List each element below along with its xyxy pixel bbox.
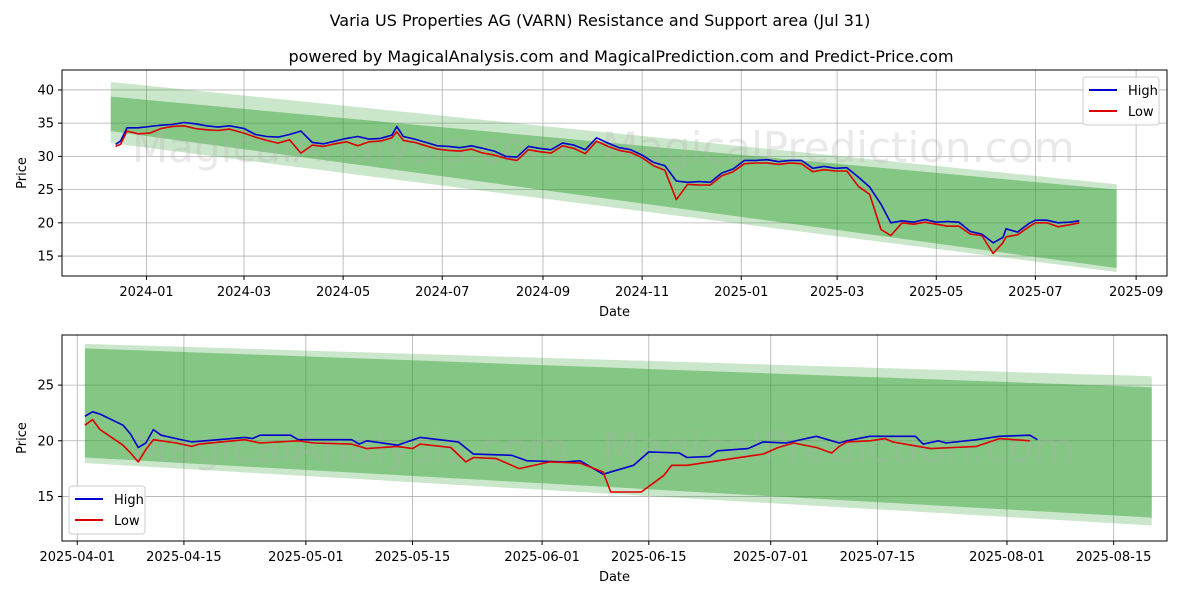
x-axis-label: Date — [599, 570, 630, 585]
x-tick-label: 2025-07-15 — [840, 550, 916, 565]
x-axis-label: Date — [599, 305, 630, 320]
y-tick-label: 25 — [37, 183, 54, 198]
bottom-panel: MagicalAnalysis.com MagicalPrediction.com… — [15, 334, 1168, 585]
x-tick-label: 2025-09 — [1109, 285, 1163, 300]
x-tick-label: 2025-03 — [810, 285, 864, 300]
legend-label-low: Low — [1128, 105, 1154, 120]
x-tick-label: 2024-05 — [316, 285, 370, 300]
legend-label-high: High — [1128, 84, 1158, 99]
top-panel: MagicalAnalysis.com MagicalPrediction.com… — [15, 69, 1168, 320]
x-tick-label: 2025-06-01 — [504, 550, 580, 565]
x-tick-label: 2024-11 — [615, 285, 669, 300]
x-tick-label: 2025-04-01 — [39, 550, 115, 565]
resistance-support-band — [84, 343, 1152, 526]
x-tick-label: 2025-05-01 — [268, 550, 344, 565]
series-line-high — [84, 411, 1038, 475]
y-axis-label: Price — [15, 422, 30, 454]
x-tick-label: 2024-01 — [119, 285, 173, 300]
watermark-text: MagicalAnalysis.com — [132, 423, 569, 472]
x-tick-label: 2024-03 — [217, 285, 271, 300]
y-axis-label: Price — [15, 157, 30, 189]
plot-frame — [61, 69, 1168, 277]
y-tick-label: 20 — [37, 216, 54, 231]
watermark-text: MagicalPrediction.com — [602, 123, 1075, 172]
chart-title: Varia US Properties AG (VARN) Resistance… — [330, 11, 871, 30]
x-tick-label: 2024-09 — [516, 285, 570, 300]
x-tick-label: 2025-01 — [714, 285, 768, 300]
x-tick-label: 2025-08-01 — [969, 550, 1045, 565]
x-tick-label: 2025-07 — [1008, 285, 1062, 300]
y-tick-label: 15 — [37, 490, 54, 505]
x-tick-label: 2025-04-15 — [146, 550, 222, 565]
series-line-low — [115, 125, 1080, 255]
y-tick-label: 30 — [37, 150, 54, 165]
chart-subtitle: powered by MagicalAnalysis.com and Magic… — [288, 47, 953, 66]
resistance-support-band — [110, 81, 1117, 273]
x-tick-label: 2025-08-15 — [1076, 550, 1152, 565]
y-tick-label: 15 — [37, 250, 54, 265]
legend-label-high: High — [114, 493, 144, 508]
legend-label-low: Low — [114, 514, 140, 529]
x-tick-label: 2025-05-15 — [375, 550, 451, 565]
watermark-text: MagicalAnalysis.com — [132, 123, 569, 172]
resistance-support-band — [84, 348, 1152, 518]
x-tick-label: 2025-07-01 — [733, 550, 809, 565]
y-tick-label: 20 — [37, 434, 54, 449]
y-tick-label: 40 — [37, 83, 54, 98]
series-line-high — [115, 121, 1080, 244]
y-tick-label: 35 — [37, 117, 54, 132]
plot-frame — [61, 334, 1168, 542]
x-tick-label: 2025-06-15 — [611, 550, 687, 565]
x-tick-label: 2024-07 — [415, 285, 469, 300]
y-tick-label: 25 — [37, 379, 54, 394]
resistance-support-band — [110, 96, 1117, 269]
x-tick-label: 2025-05 — [909, 285, 963, 300]
series-line-low — [84, 418, 1030, 493]
